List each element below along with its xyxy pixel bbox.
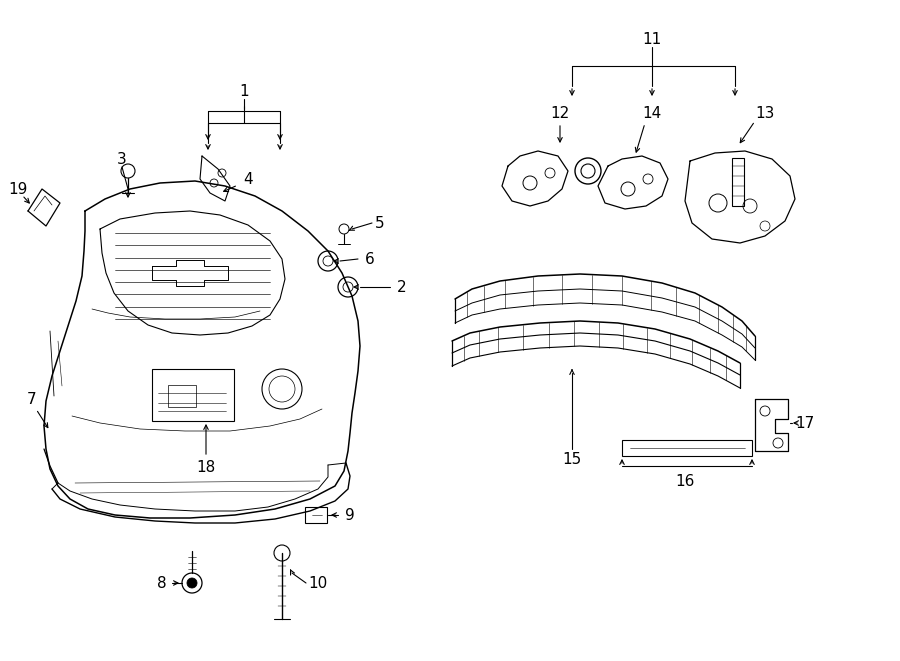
Text: 2: 2 xyxy=(397,280,407,295)
Text: 15: 15 xyxy=(562,451,581,467)
Bar xyxy=(305,507,327,523)
Text: 1: 1 xyxy=(239,83,248,98)
Text: 12: 12 xyxy=(551,106,570,120)
Text: 10: 10 xyxy=(309,576,328,590)
Bar xyxy=(152,369,234,421)
Text: 5: 5 xyxy=(375,215,385,231)
Text: 7: 7 xyxy=(27,391,37,407)
Text: 19: 19 xyxy=(8,182,28,196)
Text: 17: 17 xyxy=(796,416,814,430)
Text: 4: 4 xyxy=(243,171,253,186)
Bar xyxy=(732,158,744,206)
Bar xyxy=(622,440,752,456)
Text: 11: 11 xyxy=(643,32,662,46)
Text: 14: 14 xyxy=(643,106,662,120)
Text: 13: 13 xyxy=(755,106,775,120)
Text: 16: 16 xyxy=(675,473,695,488)
Bar xyxy=(168,385,196,407)
Circle shape xyxy=(182,573,202,593)
Text: 6: 6 xyxy=(365,251,375,266)
Text: 3: 3 xyxy=(117,151,127,167)
Text: 18: 18 xyxy=(196,459,216,475)
Text: 8: 8 xyxy=(158,576,166,590)
Circle shape xyxy=(187,578,197,588)
Text: 9: 9 xyxy=(345,508,355,522)
